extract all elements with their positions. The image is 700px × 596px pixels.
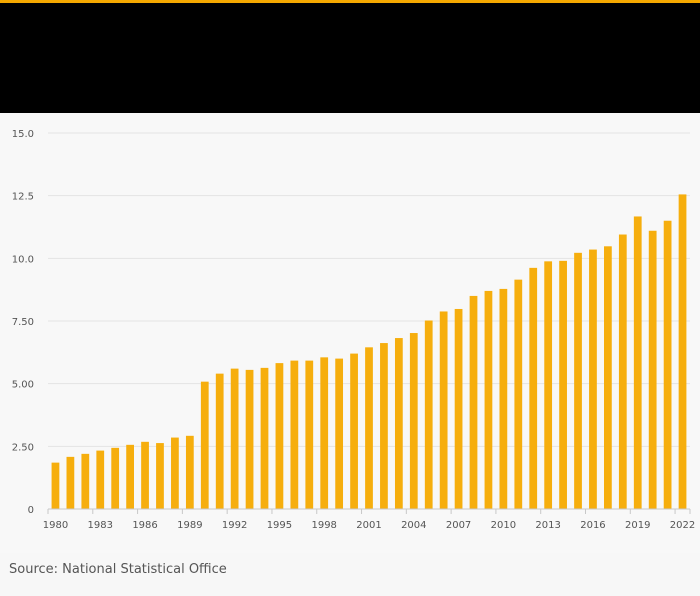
bar-2015	[574, 252, 582, 509]
x-tick-label: 1983	[88, 520, 113, 531]
x-tick-label: 2016	[580, 520, 605, 531]
bar-1988	[171, 437, 179, 509]
bar-1984	[111, 447, 120, 509]
bar-1995	[275, 363, 284, 509]
bar-2002	[380, 343, 388, 509]
bar-1987	[156, 443, 164, 509]
bar-2000	[350, 353, 358, 509]
bar-2018	[618, 234, 627, 509]
x-tick-label: 2010	[491, 520, 516, 531]
bar-1994	[260, 367, 269, 509]
bar-1983	[96, 450, 105, 509]
x-tick-label: 2019	[625, 520, 650, 531]
x-tick-label: 2001	[356, 520, 381, 531]
y-tick-label: 12.5	[12, 192, 34, 203]
x-tick-label: 1992	[222, 520, 247, 531]
bar-2017	[604, 246, 612, 510]
x-tick-label: 1995	[267, 520, 292, 531]
y-tick-label: 2.50	[12, 442, 34, 453]
bar-2003	[394, 338, 403, 509]
chart-area: 0 2.50 5.00 7.50 10.0 12.5 15.0 1980 1983 1986 19…	[0, 113, 700, 553]
x-tick-label: 1986	[132, 520, 157, 531]
bar-2008	[469, 295, 478, 509]
bar-1991	[215, 373, 224, 509]
source-note: Source: National Statistical Office	[9, 562, 227, 577]
bar-2001	[365, 347, 373, 509]
bar-2011	[514, 279, 523, 509]
y-tick-label: 15.0	[12, 129, 34, 140]
bar-1981	[66, 456, 75, 509]
x-tick-label: 2013	[535, 520, 560, 531]
header-band	[0, 3, 700, 113]
bar-2009	[484, 290, 493, 509]
bar-2022	[678, 194, 687, 509]
bar-2013	[544, 261, 553, 509]
x-axis: 1980 1983 1986 1989 1992 1995 1998 2001 2004 2007…	[43, 508, 695, 531]
bar-1999	[335, 358, 344, 509]
bar-1986	[141, 441, 149, 509]
x-tick-label: 2004	[401, 520, 426, 531]
bar-1980	[51, 462, 60, 509]
top-accent-bar	[0, 0, 700, 3]
y-tick-label: 5.00	[12, 380, 34, 391]
bar-2012	[529, 267, 538, 509]
bar-1985	[126, 444, 134, 509]
bar-2014	[559, 260, 567, 509]
bar-1989	[185, 435, 194, 509]
bars	[51, 194, 687, 510]
gridlines	[48, 132, 690, 447]
bar-2016	[589, 249, 597, 509]
bar-1990	[200, 381, 209, 509]
bar-1998	[320, 357, 329, 509]
bar-2010	[499, 288, 508, 509]
bar-2006	[439, 311, 448, 509]
x-tick-label: 1980	[43, 520, 68, 531]
bar-2004	[409, 333, 418, 509]
bar-1996	[290, 360, 299, 509]
bar-2021	[663, 220, 672, 509]
x-tick-label: 2022	[670, 520, 695, 531]
bar-1992	[230, 368, 239, 509]
y-tick-label: 7.50	[12, 317, 34, 328]
x-tick-label: 1998	[311, 520, 336, 531]
bar-2007	[454, 308, 463, 509]
y-tick-label: 10.0	[12, 254, 34, 265]
bar-2005	[424, 320, 433, 509]
y-axis-ticks: 0 2.50 5.00 7.50 10.0 12.5 15.0	[12, 129, 34, 516]
bar-1997	[305, 360, 314, 509]
x-tick-label: 2007	[446, 520, 471, 531]
bar-1993	[245, 369, 254, 509]
x-tick-label: 1989	[177, 520, 202, 531]
bar-1982	[81, 453, 90, 509]
bar-2020	[648, 230, 657, 509]
y-tick-label: 0	[28, 505, 34, 516]
bar-2019	[633, 216, 642, 509]
